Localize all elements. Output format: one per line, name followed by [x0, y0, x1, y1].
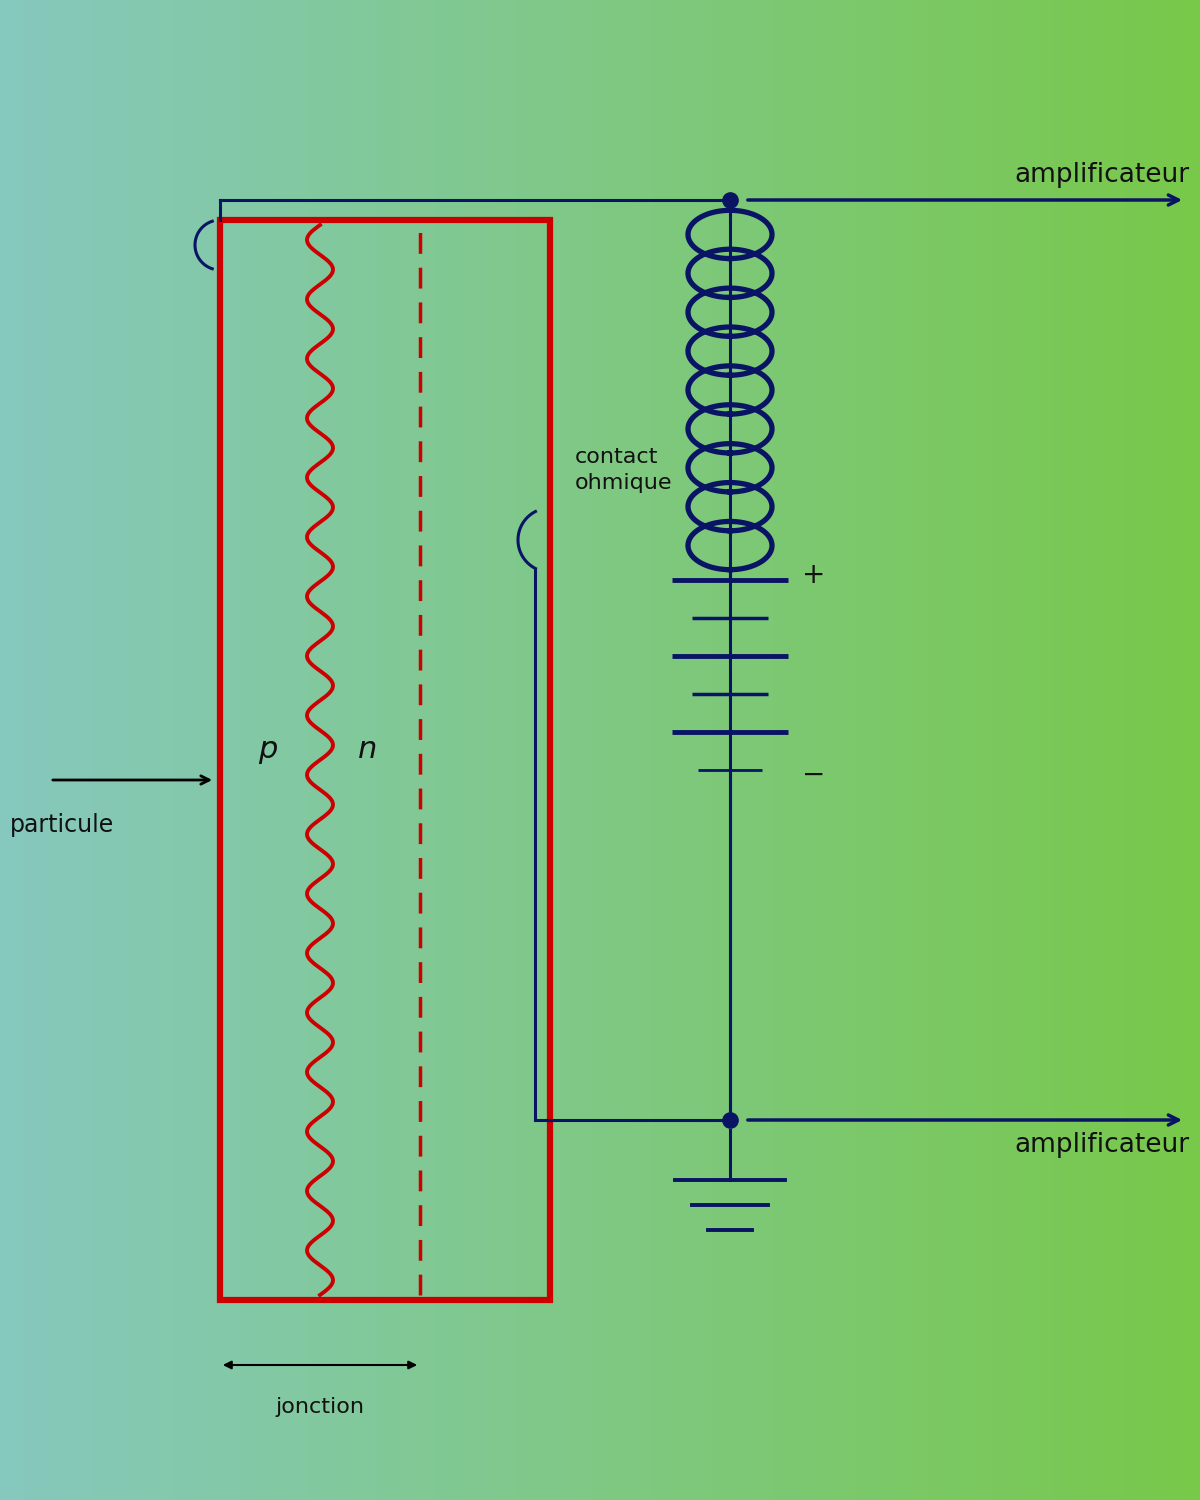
Text: −: − [802, 760, 826, 789]
Text: amplificateur: amplificateur [1015, 162, 1190, 188]
Text: particule: particule [10, 813, 114, 837]
Text: contact
ohmique: contact ohmique [575, 447, 672, 494]
Text: n: n [359, 735, 378, 765]
Text: jonction: jonction [276, 1396, 365, 1417]
Text: amplificateur: amplificateur [1015, 1132, 1190, 1158]
Bar [220, 220, 550, 1300]
Text: +: + [802, 561, 826, 590]
Text: p: p [258, 735, 277, 765]
